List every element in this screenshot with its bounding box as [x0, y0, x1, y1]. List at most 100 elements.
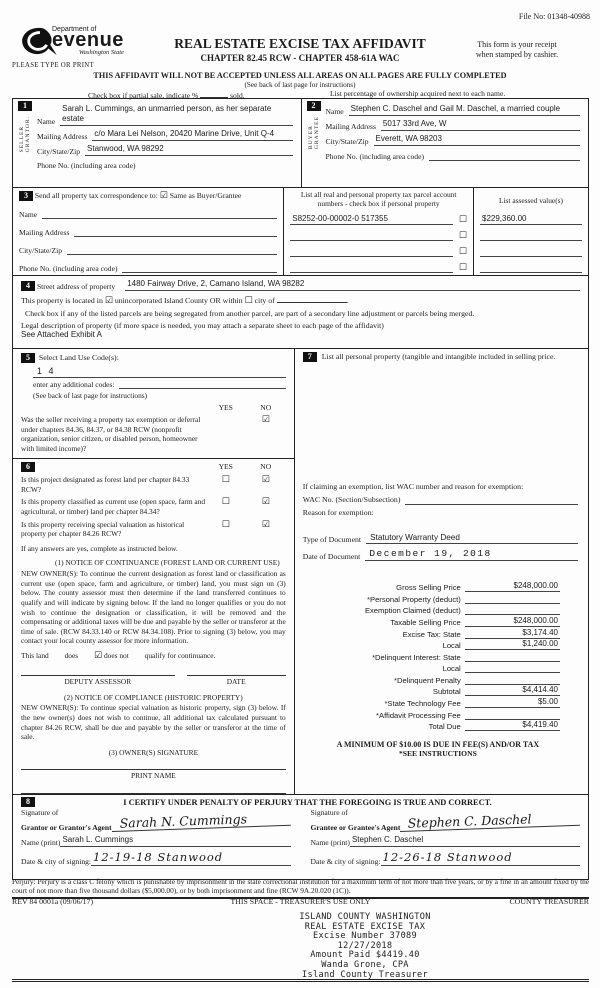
excise-tax-state-field[interactable]: $3,174.40: [464, 628, 560, 639]
delinquent-interest-state-field[interactable]: [464, 651, 560, 662]
historic-property-question-row: Is this property receiving special valua…: [21, 519, 270, 539]
form-body: 1 SELLER GRANTOR. Name Sarah L. Cummings…: [12, 98, 589, 880]
city-name-field[interactable]: [276, 294, 347, 303]
gross-selling-price-field[interactable]: $248,000.00: [464, 581, 560, 593]
section4-badge: 4: [21, 281, 35, 291]
seller-grantor-side-label: SELLER GRANTOR.: [19, 116, 31, 153]
partial-sale-line: Check box if partial sale, indicate % so…: [88, 89, 245, 100]
section-property: 4 Street address of property 1480 Fairwa…: [13, 276, 588, 349]
personal-property-checkbox-1[interactable]: ☐: [458, 214, 467, 225]
corr-phone-field[interactable]: [122, 262, 278, 273]
dor-logo: Department of evenue Washington State: [20, 26, 170, 56]
doc-type-field[interactable]: Statutory Warranty Deed: [366, 533, 578, 544]
assessed-value-field-3[interactable]: [480, 246, 582, 258]
partial-sale-percent-field[interactable]: [200, 89, 229, 98]
see-back-note: (See back of last page for instructions): [244, 81, 356, 89]
owners-signature-line[interactable]: [21, 757, 286, 771]
seller-city-field[interactable]: Stanwood, WA 98292: [85, 144, 293, 156]
grantor-print-name-field[interactable]: Sarah L. Cummings: [60, 835, 291, 847]
grantor-date-city-field[interactable]: 12-19-18 Stanwood: [91, 850, 291, 867]
land-use-code-field[interactable]: 1 4: [33, 366, 286, 378]
notice2-title: (2) NOTICE OF COMPLIANCE (HISTORIC PROPE…: [64, 692, 243, 702]
tax-exemption-question: Was the seller receiving a property tax …: [21, 415, 201, 453]
buyer-name-field[interactable]: Stephen C. Daschel and Gail M. Daschel, …: [348, 104, 580, 116]
does-not-qualify-checkbox[interactable]: ☑: [94, 651, 103, 661]
affidavit-processing-fee-field[interactable]: [464, 709, 560, 720]
print-name-line[interactable]: [21, 781, 286, 794]
corr-mailing-label: Mailing Address: [19, 228, 70, 237]
notice1-title: (1) NOTICE OF CONTINUANCE (FOREST LAND O…: [55, 558, 280, 568]
unincorporated-checkbox[interactable]: ☑: [104, 296, 113, 306]
tax-exemption-no-checkbox[interactable]: ☑: [261, 415, 270, 425]
section2-badge: 2: [306, 101, 321, 111]
sec6-no-header: NO: [260, 462, 272, 471]
parcel-number-field-1[interactable]: S8252-00-00002-0 517355: [290, 214, 453, 225]
street-address-field[interactable]: 1480 Fairway Drive, 2, Camano Island, WA…: [125, 279, 580, 291]
deputy-assessor-signature-line[interactable]: DEPUTY ASSESSOR: [21, 675, 175, 687]
buyer-city-field[interactable]: Everett, WA 98203: [373, 134, 580, 146]
assessor-date-line[interactable]: DATE: [186, 675, 286, 687]
buyer-mailing-field[interactable]: 5017 33rd Ave, W: [380, 119, 580, 131]
forest-no-checkbox[interactable]: ☑: [261, 475, 270, 485]
corr-city-field[interactable]: [67, 244, 278, 255]
seller-name-field[interactable]: Sarah L. Cummings, an unmarried person, …: [60, 104, 293, 126]
buyer-city-label: City/State/Zip: [325, 137, 369, 146]
warning-text: THIS AFFIDAVIT WILL NOT BE ACCEPTED UNLE…: [93, 71, 507, 80]
certify-text: I CERTIFY UNDER PENALTY OF PERJURY THAT …: [123, 797, 492, 807]
subtotal-field[interactable]: $4,414.40: [464, 685, 560, 697]
doc-date-field[interactable]: December 19, 2018: [365, 548, 578, 561]
sec5-yes-cell[interactable]: [206, 415, 246, 454]
state-technology-fee-field[interactable]: $5.00: [464, 697, 560, 709]
seller-mailing-field[interactable]: c/o Mara Lei Nelson, 20420 Marine Drive,…: [92, 129, 293, 141]
personal-property-checkbox-2[interactable]: ☐: [458, 230, 467, 241]
buyer-phone-field[interactable]: [428, 149, 580, 161]
sec6-yes-header: YES: [218, 462, 233, 471]
reason-label: Reason for exemption:: [302, 508, 374, 518]
buyer-mailing-label: Mailing Address: [325, 122, 376, 131]
section-land-use: 5 Select Land Use Code(s): 1 4 enter any…: [13, 349, 294, 459]
form-title: REAL ESTATE EXCISE TAX AFFIDAVIT: [174, 36, 426, 51]
parcel-number-field-3[interactable]: [290, 246, 453, 257]
same-as-buyer-checkbox[interactable]: ☑: [159, 191, 168, 201]
corr-city-label: City/State/Zip: [19, 246, 63, 255]
grantee-signature-block: Signature of Grantee or Grantee's Agent …: [301, 807, 580, 867]
current-use-no-checkbox[interactable]: ☑: [261, 497, 270, 508]
county-treasurer-label: COUNTY TREASURER: [509, 897, 589, 906]
exemption-claimed-field[interactable]: [464, 604, 560, 616]
personal-property-deduct-field[interactable]: [464, 593, 560, 604]
exemption-intro: If claiming an exemption, list WAC numbe…: [302, 482, 524, 491]
delinquent-penalty-field[interactable]: [464, 674, 560, 685]
assessed-value-field-1[interactable]: $229,360.00: [480, 214, 582, 226]
parcel-number-field-4[interactable]: [290, 262, 453, 273]
seller-phone-label: Phone No. (including area code): [37, 161, 136, 170]
current-use-yes-checkbox[interactable]: ☐: [221, 497, 230, 508]
assessed-value-field-4[interactable]: [480, 262, 582, 274]
excise-tax-local-field[interactable]: $1,240.00: [464, 639, 560, 651]
historic-no-checkbox[interactable]: ☑: [261, 519, 270, 530]
personal-property-checkbox-4[interactable]: ☐: [458, 262, 467, 273]
seller-phone-field[interactable]: [140, 159, 292, 170]
delinquent-interest-local-field[interactable]: [464, 662, 560, 674]
additional-codes-field[interactable]: [118, 380, 286, 389]
segregated-note: Check box if any of the listed parcels a…: [25, 309, 475, 318]
assessed-header: List assessed value(s): [498, 196, 564, 205]
city-checkbox[interactable]: ☐: [244, 296, 253, 306]
historic-yes-checkbox[interactable]: ☐: [221, 519, 230, 530]
grantee-print-name-field[interactable]: Stephen C. Daschel: [349, 835, 580, 847]
parcel-number-field-2[interactable]: [290, 230, 453, 241]
personal-property-checkbox-3[interactable]: ☐: [458, 246, 467, 257]
total-due-field[interactable]: $4,419.40: [464, 720, 560, 732]
wac-field[interactable]: [405, 495, 578, 506]
assessed-value-field-2[interactable]: [480, 230, 582, 242]
grantee-date-city-field[interactable]: 12-26-18 Stanwood: [380, 850, 580, 867]
revenue-swirl-icon: [22, 27, 57, 56]
corr-name-field[interactable]: [42, 208, 278, 219]
buyer-grantee-side-label: BUYER GRANTEE: [307, 116, 320, 150]
corr-mailing-field[interactable]: [74, 226, 278, 237]
legal-description-value[interactable]: See Attached Exhibit A: [21, 330, 102, 339]
section7-badge: 7: [302, 352, 317, 362]
forest-yes-checkbox[interactable]: ☐: [221, 475, 230, 485]
located-in-line: This property is located in ☑ unincorpor…: [21, 294, 349, 306]
taxable-selling-price-field[interactable]: $248,000.00: [464, 616, 560, 627]
